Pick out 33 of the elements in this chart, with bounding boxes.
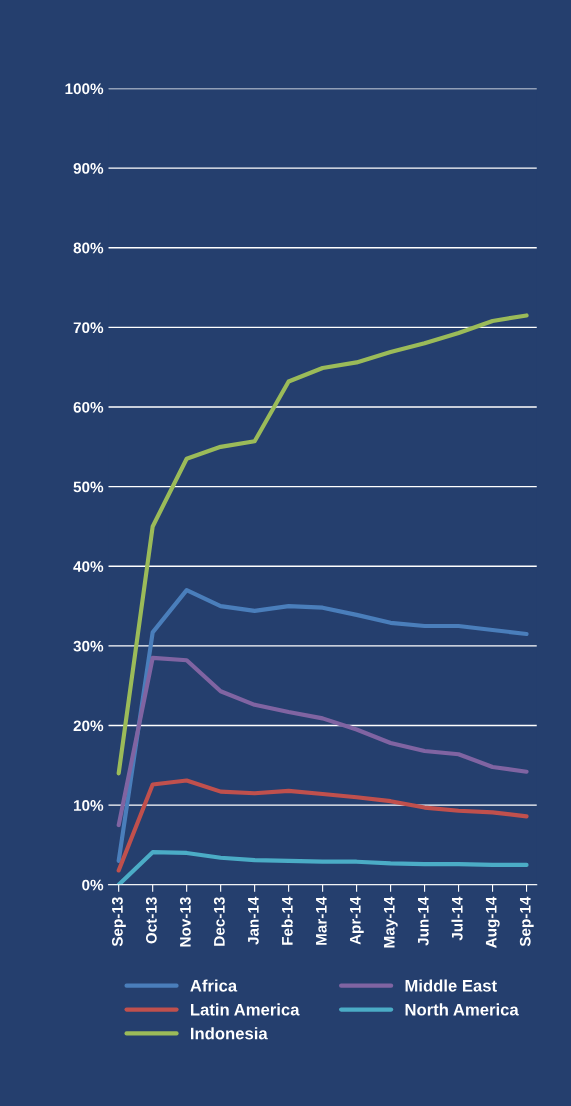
legend-label: North America [405,1003,519,1016]
x-tick-label: Jan-14 [248,896,259,945]
y-tick-label: 60% [73,401,104,413]
y-tick-label: 100% [65,83,104,95]
x-tick-label: Jul-14 [451,896,463,941]
y-tick-label: 80% [73,242,104,254]
x-tick-label: Jun-14 [418,896,429,946]
x-tick-label: Oct-13 [145,897,157,944]
x-tick-label: Aug-14 [485,896,500,948]
x-tick-label: Sep-14 [519,896,534,947]
legend-label: Latin America [190,1003,300,1016]
x-tick-label: Mar-14 [316,896,327,945]
y-tick-label: 50% [73,481,104,493]
legend-label: Africa [190,979,238,992]
y-tick-label: 70% [73,322,104,334]
y-tick-label: 40% [73,561,104,572]
x-tick-label: Sep-13 [111,897,126,947]
x-tick-label: Apr-14 [350,896,364,945]
y-tick-label: 20% [73,720,104,732]
y-tick-label: 10% [74,800,104,811]
line-series [116,778,529,873]
x-tick-label: Nov-13 [179,897,191,947]
line-series [116,655,529,828]
y-tick-label: 90% [73,162,104,174]
y-tick-label: 0% [82,879,104,891]
y-tick-label: 30% [73,640,104,652]
line-series [116,850,529,885]
line-series [116,313,529,776]
legend-label: Middle East [405,979,497,992]
x-tick-label: Dec-13 [213,897,225,946]
legend-label: Indonesia [190,1027,268,1040]
x-tick-label: Feb-14 [281,896,293,945]
x-tick-label: May-14 [384,896,398,948]
